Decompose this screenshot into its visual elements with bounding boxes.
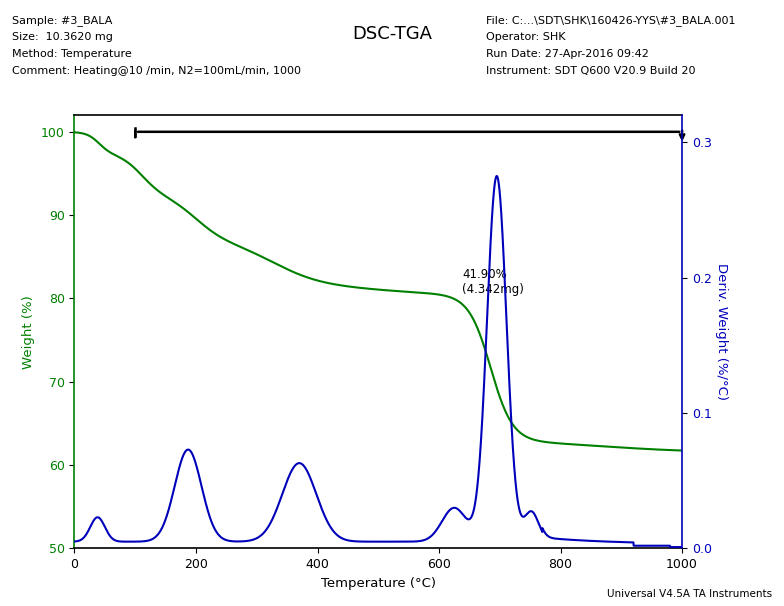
Text: 41.90%
(4.342mg): 41.90% (4.342mg) (462, 268, 524, 296)
Y-axis label: Weight (%): Weight (%) (22, 295, 35, 368)
Text: Operator: SHK: Operator: SHK (486, 32, 565, 42)
X-axis label: Temperature (°C): Temperature (°C) (321, 577, 436, 590)
Text: Size:  10.3620 mg: Size: 10.3620 mg (12, 32, 113, 42)
Text: DSC-TGA: DSC-TGA (352, 25, 432, 44)
Y-axis label: Deriv. Weight (%/°C): Deriv. Weight (%/°C) (716, 263, 728, 401)
Text: Run Date: 27-Apr-2016 09:42: Run Date: 27-Apr-2016 09:42 (486, 49, 649, 59)
Text: Comment: Heating@10 /min, N2=100mL/min, 1000: Comment: Heating@10 /min, N2=100mL/min, … (12, 66, 301, 76)
Text: Universal V4.5A TA Instruments: Universal V4.5A TA Instruments (607, 588, 772, 599)
Text: Instrument: SDT Q600 V20.9 Build 20: Instrument: SDT Q600 V20.9 Build 20 (486, 66, 695, 76)
Text: Sample: #3_BALA: Sample: #3_BALA (12, 15, 112, 26)
Text: Method: Temperature: Method: Temperature (12, 49, 132, 59)
Text: File: C:...\SDT\SHK\160426-YYS\#3_BALA.001: File: C:...\SDT\SHK\160426-YYS\#3_BALA.0… (486, 15, 735, 26)
